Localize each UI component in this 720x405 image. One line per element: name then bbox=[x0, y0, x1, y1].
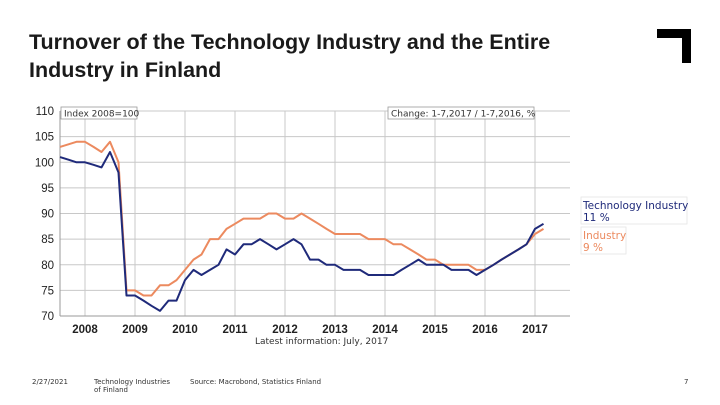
chart-gridlines bbox=[59, 110, 570, 317]
y-tick-label: 75 bbox=[41, 285, 54, 297]
x-tick-label: 2008 bbox=[72, 324, 98, 336]
footer-source: Source: Macrobond, Statistics Finland bbox=[190, 378, 322, 386]
page-number: 7 bbox=[684, 378, 689, 386]
y-tick-label: 95 bbox=[41, 183, 54, 195]
x-tick-label: 2010 bbox=[172, 324, 198, 336]
x-tick-label: 2014 bbox=[372, 324, 398, 336]
brand-logo bbox=[657, 29, 691, 63]
chart-ticks: 70 75 80 85 90 95 100 105 110 2008 2009 2010 2011 201… bbox=[35, 106, 548, 336]
legend-box-tech bbox=[580, 196, 688, 225]
footer-date: 2/27/2021 bbox=[32, 378, 68, 386]
x-tick-label: 2016 bbox=[472, 324, 498, 336]
y-tick-label: 80 bbox=[41, 260, 54, 272]
legend-industry-name: Industry bbox=[583, 230, 626, 242]
series-line-technology-industry bbox=[59, 151, 545, 312]
index-annotation-box bbox=[60, 106, 138, 120]
y-tick-label: 85 bbox=[41, 234, 54, 246]
series-line-industry bbox=[59, 140, 545, 297]
x-tick-label: 2015 bbox=[422, 324, 448, 336]
footer-org-line1: Technology Industries bbox=[94, 378, 170, 386]
legend-tech-name: Technology Industry bbox=[582, 200, 688, 212]
y-tick-label: 105 bbox=[35, 132, 54, 144]
index-annotation: Index 2008=100 bbox=[64, 110, 140, 120]
x-tick-label: 2013 bbox=[322, 324, 348, 336]
legend-tech-change: 11 % bbox=[583, 212, 610, 224]
x-tick-label: 2012 bbox=[272, 324, 298, 336]
latest-info-note: Latest information: July, 2017 bbox=[255, 337, 388, 347]
footer-org-line2: of Finland bbox=[94, 386, 128, 394]
x-tick-label: 2011 bbox=[223, 324, 249, 336]
line-chart: 70 75 80 85 90 95 100 105 110 2008 2009 2010 2011 201… bbox=[35, 106, 689, 347]
legend-box-industry bbox=[580, 226, 627, 255]
y-tick-label: 100 bbox=[35, 157, 54, 169]
chart-legend: Technology Industry 11 % Industry 9 % bbox=[580, 196, 688, 255]
legend-industry-change: 9 % bbox=[583, 242, 603, 254]
footer-org: Technology Industries of Finland bbox=[94, 378, 170, 394]
slide-title: Turnover of the Technology Industry and … bbox=[29, 30, 551, 82]
y-tick-label: 90 bbox=[41, 209, 54, 221]
y-tick-label: 110 bbox=[36, 106, 54, 118]
y-tick-label: 70 bbox=[41, 311, 54, 323]
change-annotation: Change: 1-7,2017 / 1-7,2016, % bbox=[391, 110, 536, 120]
x-tick-label: 2009 bbox=[122, 324, 148, 336]
chart-series bbox=[59, 140, 545, 312]
x-tick-label: 2017 bbox=[522, 324, 548, 336]
change-annotation-box bbox=[387, 106, 535, 120]
